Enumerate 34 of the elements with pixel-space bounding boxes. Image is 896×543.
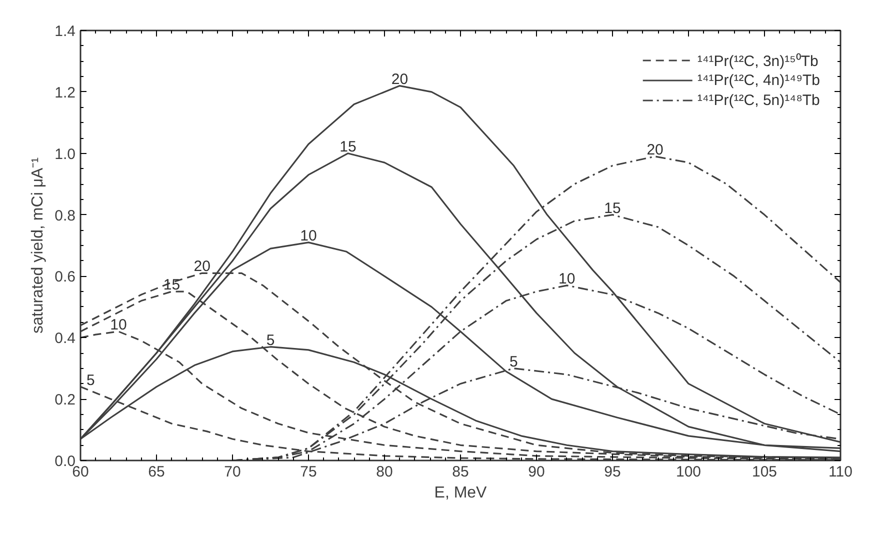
- legend-label: ¹⁴¹Pr(¹²C, 5n)¹⁴⁸Tb: [697, 92, 820, 108]
- y-tick-label: 1.2: [54, 84, 76, 102]
- x-tick-label: 90: [528, 464, 545, 480]
- annotation: 15: [604, 200, 621, 217]
- y-tick-label: 0.8: [54, 207, 76, 224]
- annotation: 15: [340, 138, 356, 156]
- x-tick-label: 85: [452, 464, 469, 480]
- annotation: 15: [163, 276, 180, 294]
- legend-label: ¹⁴¹Pr(¹²C, 4n)¹⁴⁹Tb: [697, 72, 820, 88]
- legend-label: ¹⁴¹Pr(¹²C, 3n)¹⁵⁰Tb: [697, 52, 818, 70]
- y-axis-title: saturated yield, mCi μA⁻¹: [30, 157, 47, 334]
- y-tick-label: 0.4: [54, 330, 76, 348]
- annotation: 5: [86, 372, 95, 389]
- annotation: 10: [300, 227, 317, 244]
- x-tick-label: 100: [676, 464, 702, 480]
- x-tick-label: 95: [604, 464, 621, 480]
- annotation: 5: [266, 332, 275, 349]
- x-tick-label: 110: [828, 464, 852, 480]
- y-tick-label: 0.2: [54, 392, 76, 409]
- y-tick-label: 0.6: [54, 268, 76, 286]
- x-tick-label: 65: [148, 464, 165, 480]
- y-tick-label: 1.4: [54, 23, 76, 40]
- x-tick-label: 75: [300, 464, 317, 480]
- x-tick-label: 105: [752, 464, 778, 480]
- x-axis-title: E, MeV: [434, 484, 488, 502]
- x-tick-label: 70: [224, 464, 241, 480]
- annotation: 5: [510, 353, 518, 370]
- annotation: 20: [194, 258, 210, 276]
- annotation: 10: [558, 270, 576, 288]
- x-tick-label: 80: [376, 464, 393, 480]
- annotation: 20: [646, 141, 664, 158]
- annotation: 20: [391, 70, 408, 88]
- annotation: 10: [110, 316, 127, 334]
- y-tick-label: 1.0: [54, 146, 76, 163]
